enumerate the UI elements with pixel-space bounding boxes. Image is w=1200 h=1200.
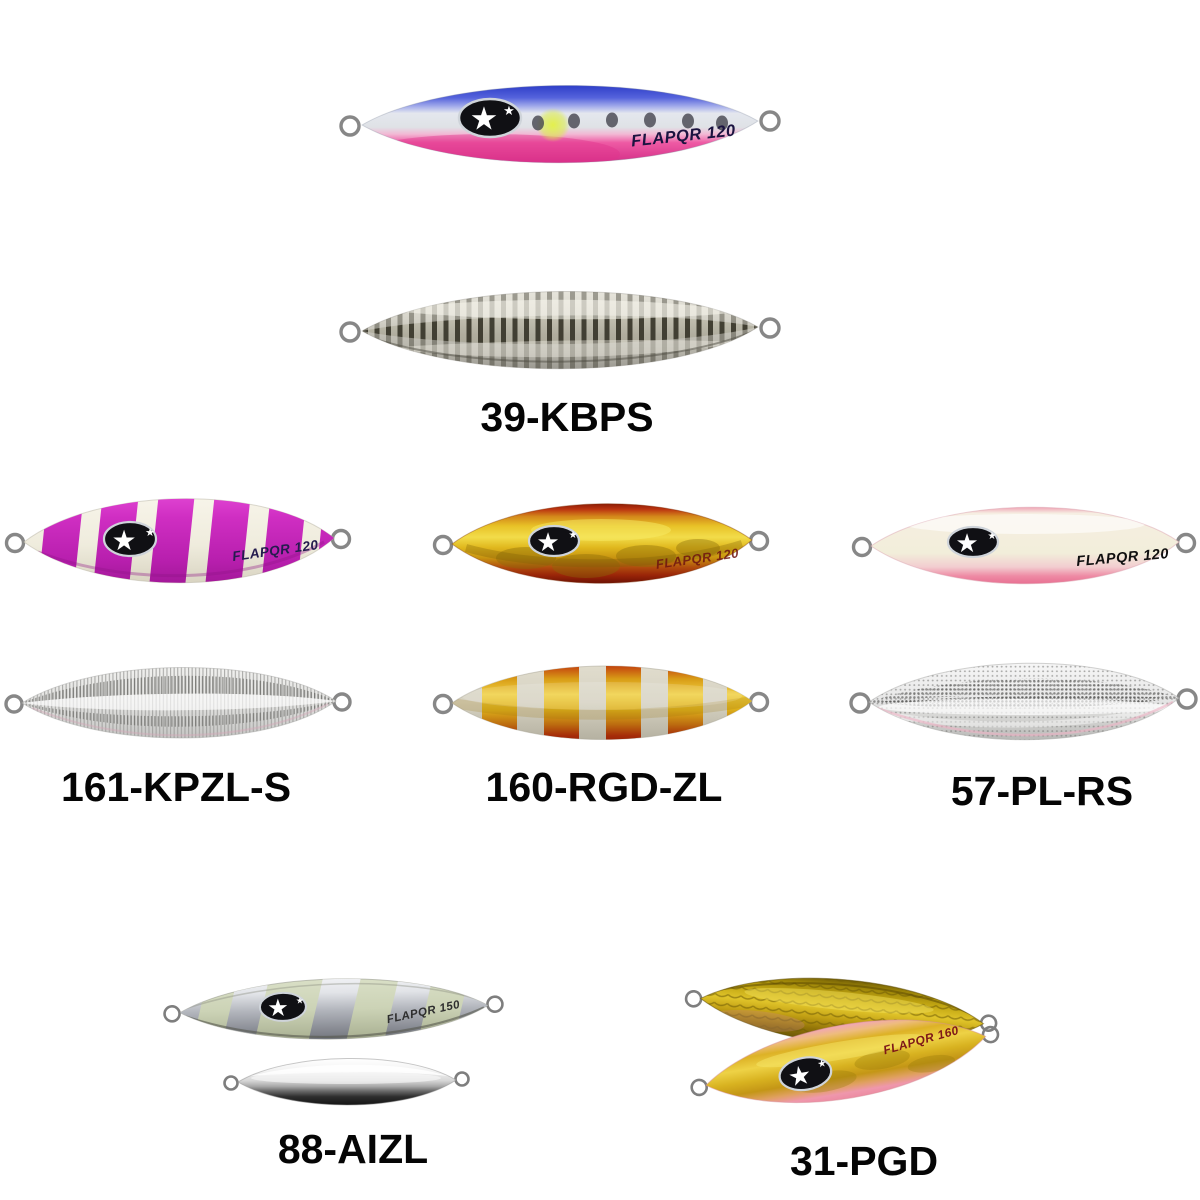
body-details: [869, 663, 1179, 740]
body-details: [22, 667, 336, 738]
jig-gold-stripes: [432, 660, 770, 746]
svg-text:★: ★: [988, 531, 997, 542]
eyelet-ring: [1175, 532, 1197, 554]
jig-pink-white-stripes: ★ ★ FLAPQR 120: [4, 492, 352, 592]
caption-57-pl-rs: 57-PL-RS: [950, 768, 1134, 814]
eyelet-ring: [849, 692, 871, 714]
caption-160-rgd-zl: 160-RGD-ZL: [485, 764, 723, 810]
svg-text:★: ★: [111, 525, 136, 556]
star-eye-icon: ★ ★: [258, 991, 307, 1022]
eyelet-ring: [339, 321, 361, 343]
eyelet-ring: [432, 693, 454, 715]
caption-31-pgd: 31-PGD: [789, 1138, 939, 1184]
body-details: [250, 1064, 448, 1084]
svg-text:★: ★: [817, 1058, 828, 1070]
body-details: [362, 108, 728, 163]
star-eye-icon: ★ ★: [102, 520, 158, 558]
eyelet-ring: [330, 528, 352, 550]
star-eye-icon: ★ ★: [457, 97, 523, 139]
eyelet-ring: [332, 692, 352, 712]
jig-silver-fine-lines: [4, 662, 352, 744]
eyelet-ring: [759, 110, 781, 132]
eyelet-ring: [163, 1005, 181, 1023]
caption-161-kpzl-s: 161-KPZL-S: [60, 764, 292, 810]
body-details: [362, 291, 758, 369]
eyelet-ring: [223, 1075, 239, 1091]
flank-spots: [532, 112, 728, 131]
svg-text:★: ★: [955, 528, 978, 558]
eyelet-ring: [759, 317, 781, 339]
svg-text:★: ★: [569, 530, 578, 541]
eyelet-ring: [851, 536, 873, 558]
eyelet-ring: [981, 1025, 1000, 1044]
svg-text:★: ★: [470, 101, 499, 137]
svg-text:★: ★: [503, 103, 515, 118]
eyelet-ring: [4, 694, 24, 714]
body-details: [452, 665, 752, 740]
eyelet-ring: [748, 530, 770, 552]
jig-silver-mesh: [849, 656, 1198, 748]
svg-text:★: ★: [267, 995, 289, 1022]
eyelet-ring: [486, 995, 504, 1013]
eyelet-ring: [4, 532, 26, 554]
eyelet-ring: [690, 1078, 708, 1097]
star-eye-icon: ★ ★: [778, 1056, 833, 1092]
eyelet-ring: [339, 115, 361, 137]
star-eye-icon: ★ ★: [527, 524, 581, 558]
jig-gold-red: ★ ★ FLAPQR 120: [432, 496, 770, 592]
svg-text:★: ★: [536, 527, 559, 557]
eyelet-ring: [684, 990, 703, 1008]
jig-glow-pink-rim: ★ ★ FLAPQR 120: [851, 500, 1197, 592]
svg-text:★: ★: [296, 996, 304, 1006]
jig-chrome-silver: [223, 1056, 470, 1108]
star-eye-icon: ★ ★: [946, 525, 1000, 559]
svg-text:★: ★: [145, 527, 155, 539]
eyelet-ring: [454, 1071, 470, 1087]
jig-pink-gold: ★ ★ FLAPQR 160: [687, 995, 1003, 1128]
jig-silver-zebra: [339, 284, 781, 378]
jig-glow-silver-stripes: ★ ★ FLAPQR 150: [163, 973, 504, 1047]
jig-blue-pink-silver: ★ ★ FLAPQR 120: [339, 78, 781, 172]
svg-text:★: ★: [786, 1059, 814, 1092]
eyelet-ring: [432, 534, 454, 556]
caption-39-kbps: 39-KBPS: [480, 394, 654, 440]
eyelet-ring: [1176, 688, 1198, 710]
eyelet-ring: [748, 691, 770, 713]
caption-88-aizl: 88-AIZL: [277, 1126, 429, 1172]
